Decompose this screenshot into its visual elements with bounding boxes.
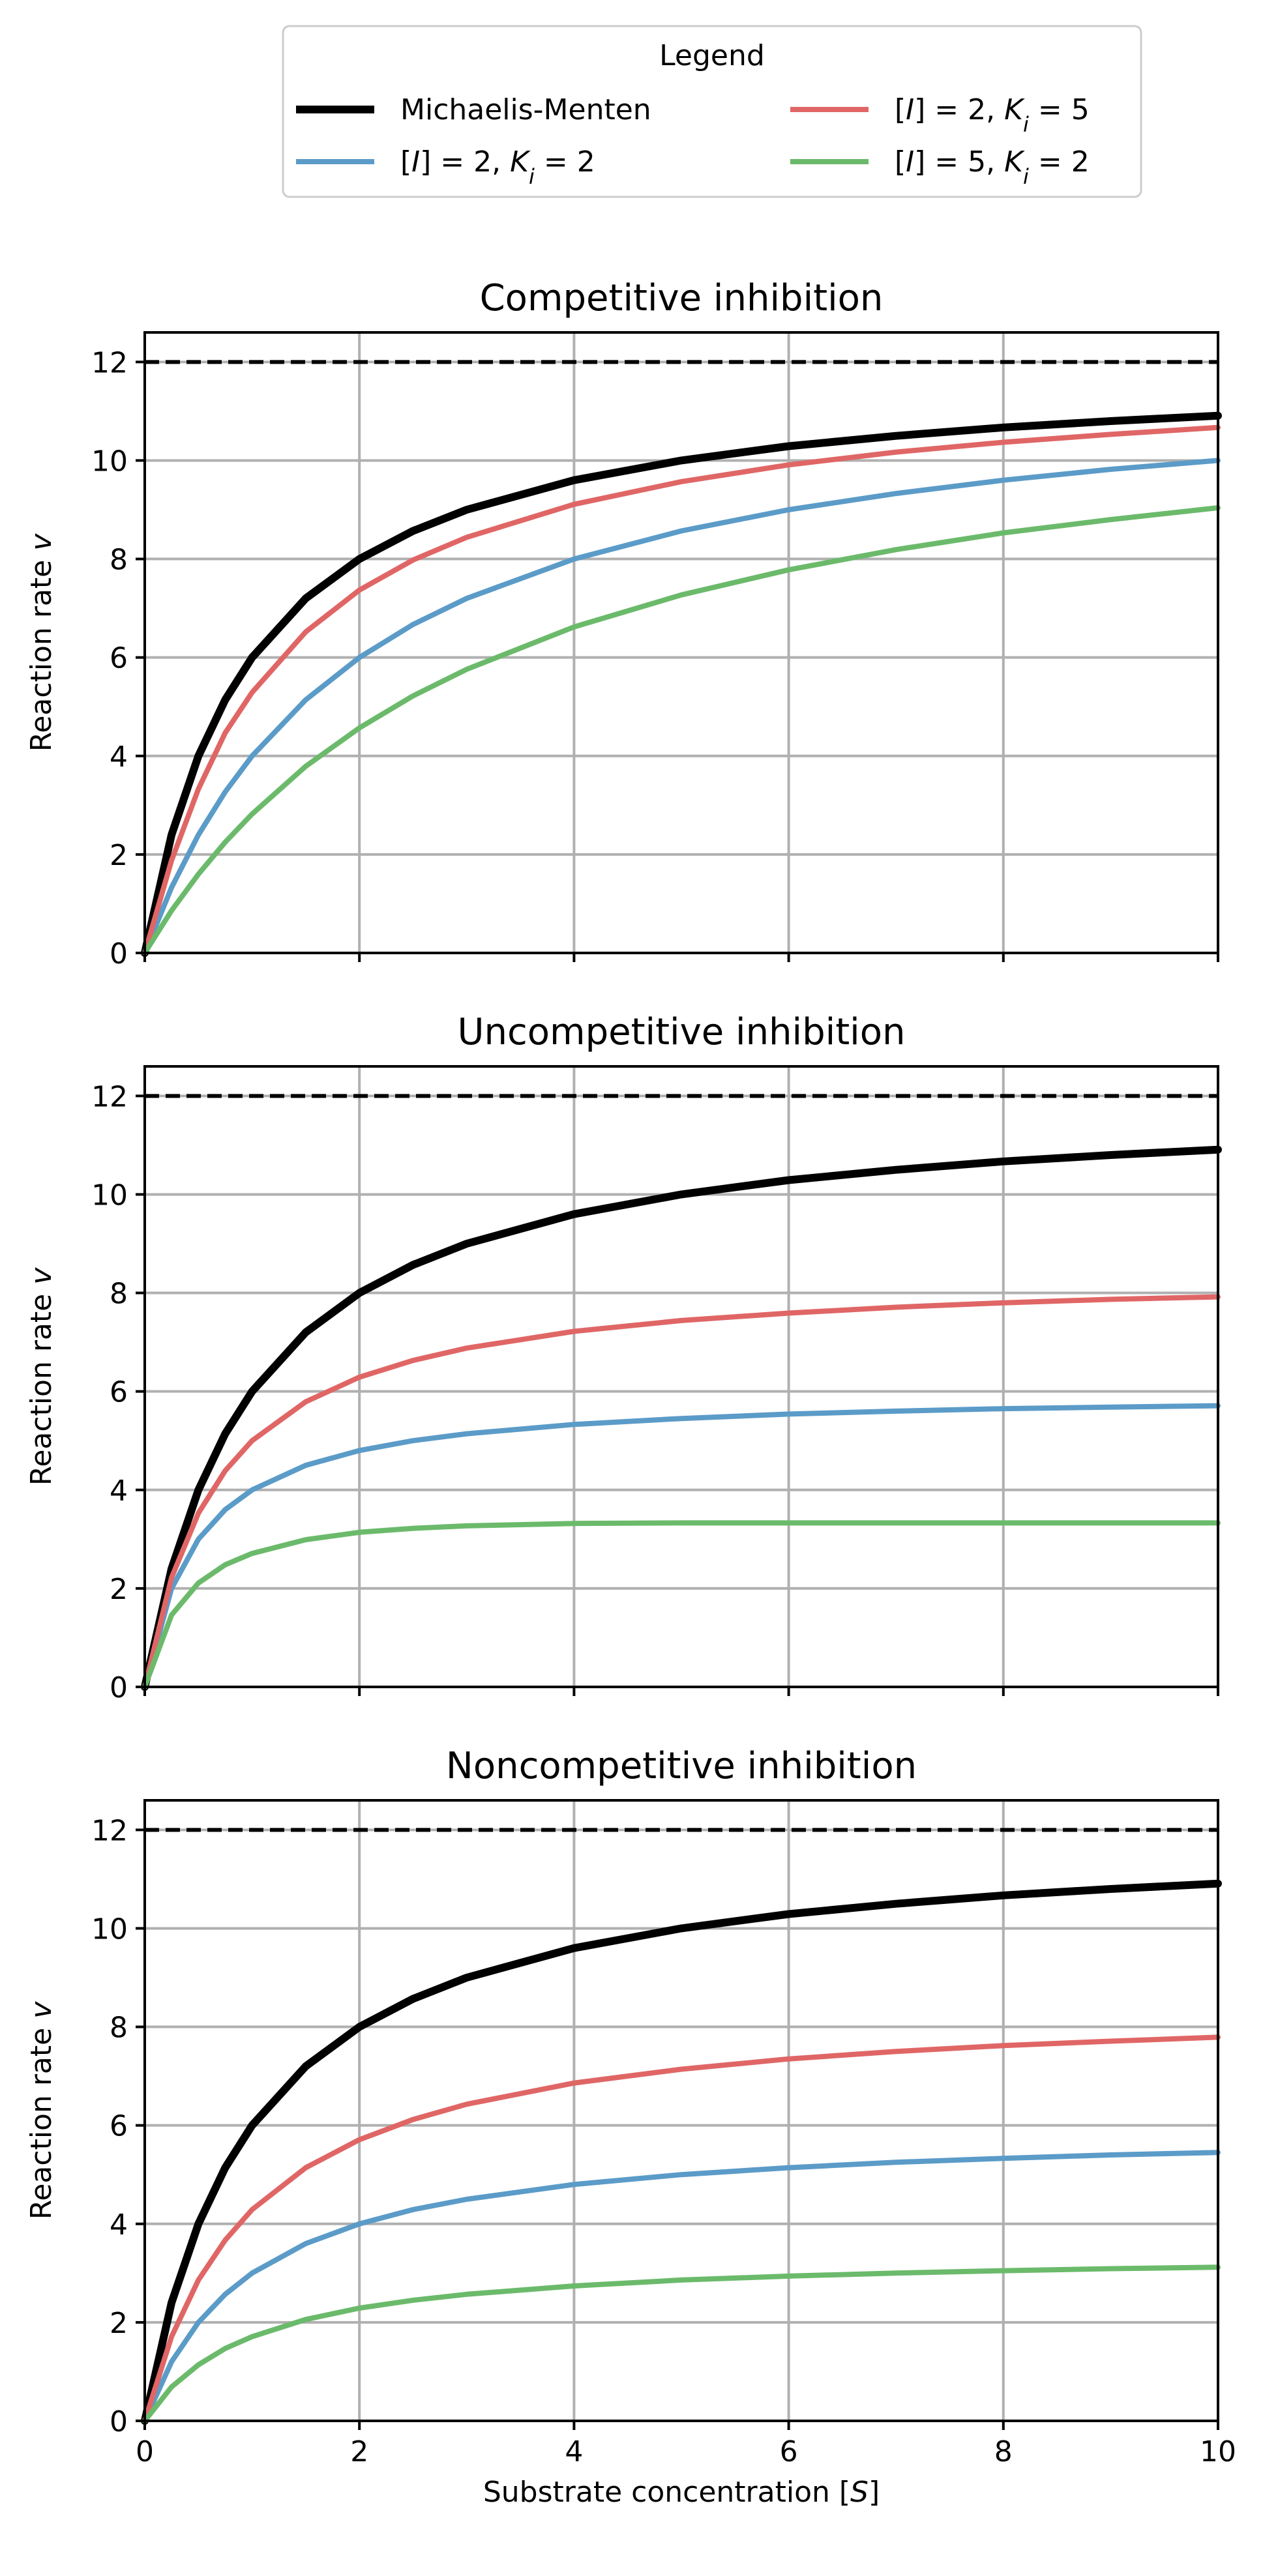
chart-panel: 0 2 4 6 8 10 12 Competitive inhibition Reaction … — [25, 277, 1222, 971]
legend-label: [I] = 2, Ki = 5 — [895, 93, 1090, 137]
panel-title: Uncompetitive inhibition — [458, 1011, 906, 1053]
x-tick-label: 4 — [565, 2435, 583, 2468]
chart-panels: 0 2 4 6 8 10 12 Competitive inhibition Reaction … — [25, 277, 1236, 2509]
y-tick-label: 10 — [91, 445, 128, 478]
y-tick-label: 8 — [110, 2012, 128, 2045]
x-tick-label: 6 — [780, 2435, 798, 2468]
legend-label: [I] = 2, Ki = 2 — [400, 145, 595, 189]
series-line — [142, 2264, 1221, 2423]
y-tick-label: 0 — [110, 937, 128, 971]
x-axis-label: Substrate concentration [S] — [483, 2476, 880, 2509]
y-tick-label: 4 — [110, 740, 128, 774]
y-tick-label: 2 — [110, 839, 128, 872]
panel-title: Competitive inhibition — [480, 277, 884, 319]
y-axis-label: Reaction rate v — [25, 533, 58, 752]
series-line — [142, 2034, 1221, 2423]
y-tick-label: 10 — [91, 1912, 128, 1946]
chart-panel: 0 2 4 6 8 10 0 2 4 6 8 10 12 Noncompetitive inhibitio… — [25, 1745, 1236, 2509]
y-tick-label: 0 — [110, 1671, 128, 1705]
y-tick-label: 10 — [91, 1178, 128, 1212]
y-axis-label: Reaction rate v — [25, 1267, 58, 1486]
series-line — [142, 1520, 1221, 1690]
x-tick-label: 8 — [994, 2435, 1013, 2468]
y-tick-label: 6 — [110, 642, 128, 675]
y-tick-label: 6 — [110, 2110, 128, 2143]
y-tick-label: 2 — [110, 2307, 128, 2340]
series-line — [142, 424, 1221, 956]
series-line — [142, 458, 1221, 956]
y-tick-label: 12 — [91, 1814, 128, 1847]
series-line — [142, 2150, 1221, 2423]
x-tick-label: 10 — [1200, 2435, 1236, 2468]
series-line — [141, 1879, 1222, 2425]
panel-title: Noncompetitive inhibition — [446, 1745, 917, 1787]
plot-frame — [143, 331, 1219, 954]
y-tick-label: 4 — [110, 2208, 128, 2242]
series-line — [142, 1294, 1221, 1690]
y-tick-label: 8 — [110, 544, 128, 577]
legend-frame — [282, 25, 1142, 198]
x-tick-label: 0 — [136, 2435, 154, 2468]
y-tick-label: 12 — [91, 1080, 128, 1113]
y-tick-label: 8 — [110, 1278, 128, 1311]
series-line — [142, 1403, 1221, 1690]
chart-panel: 0 2 4 6 8 10 12 Uncompetitive inhibition Reactio… — [25, 1011, 1222, 1705]
y-axis-label: Reaction rate v — [25, 2001, 58, 2219]
series-line — [142, 505, 1221, 956]
y-tick-label: 2 — [110, 1573, 128, 1606]
legend-label: [I] = 5, Ki = 2 — [895, 145, 1090, 189]
series-line — [141, 411, 1222, 957]
y-tick-label: 12 — [91, 346, 128, 379]
y-tick-label: 6 — [110, 1376, 128, 1409]
legend-label: Michaelis-Menten — [400, 93, 651, 126]
series-line — [141, 1145, 1222, 1691]
plot-frame — [143, 1799, 1219, 2422]
plot-frame — [143, 1065, 1219, 1688]
y-tick-label: 4 — [110, 1474, 128, 1508]
y-tick-label: 0 — [110, 2405, 128, 2438]
x-tick-label: 2 — [350, 2435, 368, 2468]
legend-title: Legend — [659, 39, 765, 72]
